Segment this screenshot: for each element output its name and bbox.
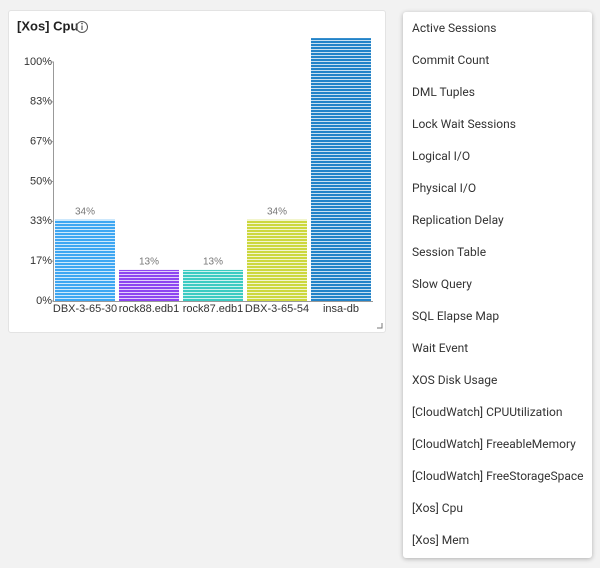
resize-handle[interactable]	[377, 323, 383, 329]
menu-item[interactable]: [CloudWatch] FreeStorageSpace	[412, 469, 584, 483]
widget-menu: Active Sessions Commit Count DML Tuples Loc…	[403, 12, 592, 558]
bar	[311, 38, 371, 301]
y-tick-label: 67%	[30, 136, 52, 148]
value-label: 13%	[203, 257, 223, 268]
info-icon[interactable]	[76, 21, 88, 33]
x-tick-label: insa-db	[323, 303, 359, 315]
x-tick-label: DBX-3-65-54	[245, 303, 309, 315]
menu-item[interactable]: Lock Wait Sessions	[412, 117, 516, 131]
y-tick-label: 100%	[24, 56, 52, 68]
bar	[183, 269, 243, 301]
bar	[247, 219, 307, 301]
menu-item[interactable]: Replication Delay	[412, 213, 504, 227]
menu-item[interactable]: Physical I/O	[412, 181, 477, 195]
menu-item[interactable]: [CloudWatch] CPUUtilization	[412, 405, 563, 419]
value-label: 13%	[139, 257, 159, 268]
x-tick-label: rock88.edb1	[119, 303, 180, 315]
bar	[55, 219, 115, 301]
menu-item[interactable]: DML Tuples	[412, 85, 475, 99]
menu-item[interactable]: SQL Elapse Map	[412, 309, 500, 323]
menu-item[interactable]: Wait Event	[412, 341, 469, 355]
y-tick-label: 17%	[30, 255, 52, 267]
chart: [Xos] Cpu 0% 17% 33% 50% 67% 83% 100% 34% DBX-3-…	[17, 18, 383, 329]
menu-item[interactable]: Slow Query	[412, 277, 472, 291]
menu-item[interactable]: [Xos] Cpu	[412, 501, 463, 515]
menu-item[interactable]: [CloudWatch] FreeableMemory	[412, 437, 576, 451]
bar	[119, 269, 179, 301]
chart-panel: [Xos] Cpu 0% 17% 33% 50% 67% 83% 100% 34% DBX-3-…	[8, 10, 386, 333]
y-tick-label: 0%	[36, 295, 52, 307]
y-tick-label: 83%	[30, 96, 52, 108]
menu-item[interactable]: Session Table	[412, 245, 487, 259]
menu-item[interactable]: XOS Disk Usage	[412, 373, 498, 387]
x-tick-label: DBX-3-65-30	[53, 303, 117, 315]
y-tick-label: 50%	[30, 175, 52, 187]
menu-item[interactable]: [Xos] Mem	[412, 533, 470, 547]
menu-item[interactable]: Logical I/O	[412, 149, 471, 163]
value-label: 34%	[267, 206, 287, 217]
menu-item[interactable]: Commit Count	[412, 53, 490, 67]
value-label: 34%	[75, 206, 95, 217]
chart-title: [Xos] Cpu	[17, 18, 78, 33]
y-tick-label: 33%	[30, 215, 52, 227]
x-tick-label: rock87.edb1	[183, 303, 244, 315]
menu-item[interactable]: Active Sessions	[412, 21, 497, 35]
